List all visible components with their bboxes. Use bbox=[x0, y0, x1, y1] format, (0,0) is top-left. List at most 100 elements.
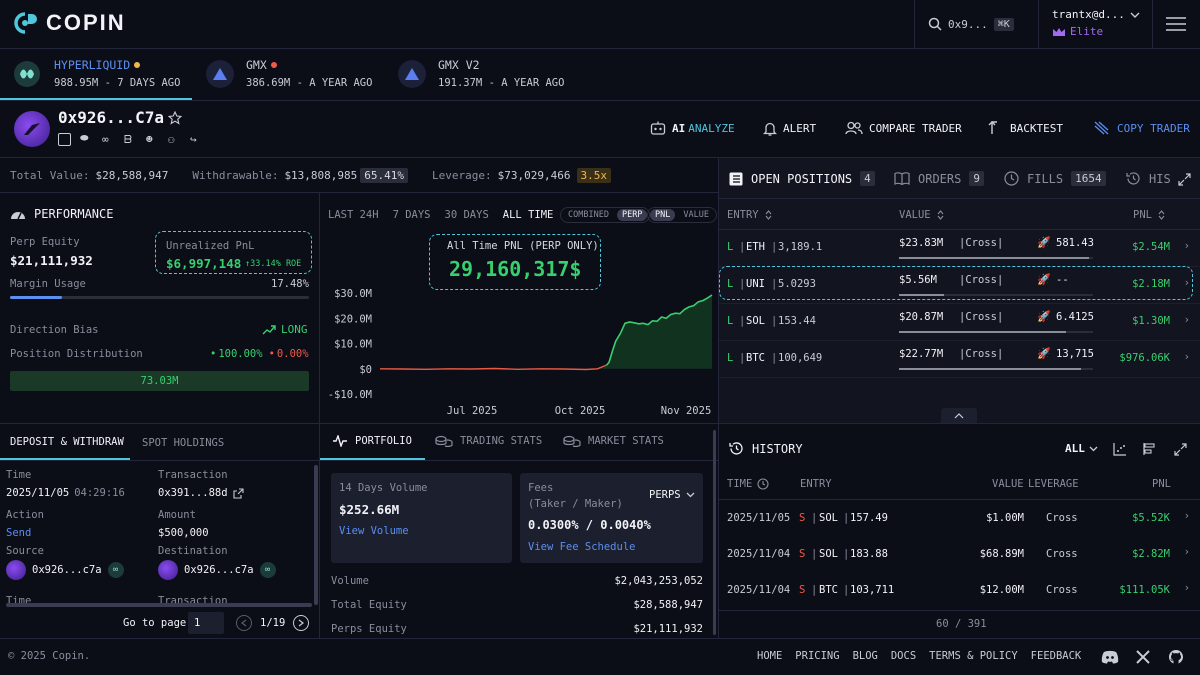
position-row[interactable]: L | UNI | 5.0293 $5.56M |Cross| 🚀 -- $2.18M › bbox=[719, 267, 1200, 304]
mode-toggle[interactable]: COMBINED PERP bbox=[560, 207, 651, 223]
horizontal-scrollbar[interactable] bbox=[6, 603, 312, 607]
col-entry-header[interactable]: ENTRY bbox=[727, 209, 772, 221]
col-time-header[interactable]: TIME bbox=[727, 478, 769, 490]
tab-history[interactable]: HIS bbox=[1126, 171, 1171, 186]
chevron-right-icon[interactable]: › bbox=[1183, 582, 1190, 594]
history-title: HISTORY bbox=[752, 441, 803, 456]
view-volume-link[interactable]: View Volume bbox=[339, 525, 409, 537]
tab-portfolio[interactable]: PORTFOLIO bbox=[320, 424, 425, 460]
footer-link-pricing[interactable]: PRICING bbox=[795, 650, 840, 662]
user-menu[interactable]: trantx@d... Elite bbox=[1052, 8, 1142, 42]
tab-open-positions[interactable]: OPEN POSITIONS 4 bbox=[729, 171, 875, 186]
chevron-right-icon[interactable]: › bbox=[1183, 240, 1190, 252]
source-address[interactable]: 0x926...c7a bbox=[32, 564, 102, 576]
expand-icon[interactable] bbox=[1171, 440, 1189, 458]
external-link-icon[interactable] bbox=[232, 487, 244, 499]
scrollbar[interactable] bbox=[314, 465, 318, 605]
range-tab-24h[interactable]: LAST 24H bbox=[328, 209, 379, 221]
footer-link-docs[interactable]: DOCS bbox=[890, 650, 917, 662]
chevron-right-icon[interactable]: › bbox=[1183, 546, 1190, 558]
pnl-chart[interactable]: $30.0M $20.0M $10.0M $0 -$10.0M Jul 2025 Oct 2… bbox=[320, 281, 718, 421]
range-tab-30d[interactable]: 30 DAYS bbox=[444, 209, 489, 221]
view-fee-schedule-link[interactable]: View Fee Schedule bbox=[528, 541, 636, 553]
history-filter-value: ALL bbox=[1065, 442, 1085, 455]
favorite-star-icon[interactable] bbox=[166, 109, 184, 127]
copy-icon[interactable] bbox=[58, 133, 71, 146]
chevron-right-icon[interactable]: › bbox=[1183, 277, 1190, 289]
transaction-hash[interactable]: 0x391...88d bbox=[158, 487, 228, 499]
tab-orders[interactable]: ORDERS 9 bbox=[894, 171, 984, 186]
source-label: Source bbox=[6, 545, 44, 557]
volume-label: 14 Days Volume bbox=[339, 482, 428, 494]
copin-logo-icon[interactable] bbox=[12, 10, 42, 36]
explorer-icon[interactable]: ᗷ bbox=[124, 133, 132, 146]
exchange-stat: 386.69M - A YEAR AGO bbox=[246, 77, 373, 89]
position-value-fill bbox=[899, 257, 1090, 259]
backtest-button[interactable]: BACKTEST bbox=[988, 121, 1063, 135]
col-pnl-header[interactable]: PNL bbox=[1133, 209, 1165, 221]
position-row[interactable]: L | SOL | 153.44 $20.87M |Cross| 🚀 6.4125 $1.30M › bbox=[719, 304, 1200, 341]
position-row[interactable]: L | ETH | 3,189.1 $23.83M |Cross| 🚀 581.43 $2.54M… bbox=[719, 230, 1200, 267]
history-entry: 157.49 bbox=[850, 512, 888, 524]
prev-page-icon[interactable] bbox=[236, 615, 252, 631]
mode-perp[interactable]: PERP bbox=[616, 209, 648, 221]
metric-toggle[interactable]: PNL VALUE bbox=[647, 207, 717, 223]
col-value-header[interactable]: VALUE bbox=[899, 209, 944, 221]
position-coin: SOL bbox=[746, 315, 765, 327]
ai-analyze-button[interactable]: AI ANALYZE bbox=[650, 121, 735, 135]
exchange-tab-gmx[interactable]: GMX 386.69M - A YEAR AGO bbox=[200, 49, 385, 100]
action-value: Send bbox=[6, 527, 32, 539]
history-row[interactable]: 2025/11/04 S | SOL | 183.88 $68.89M Cross $2.82M… bbox=[719, 536, 1200, 572]
infinity-icon[interactable]: ∞ bbox=[102, 133, 109, 146]
trader-address[interactable]: 0x926...C7a bbox=[58, 108, 164, 127]
chevron-right-icon[interactable]: › bbox=[1183, 351, 1190, 363]
tab-spot-holdings[interactable]: SPOT HOLDINGS bbox=[142, 436, 224, 449]
footer-link-blog[interactable]: BLOG bbox=[852, 650, 878, 662]
history-row[interactable]: 2025/11/04 S | BTC | 103,711 $12.00M Cross $111.… bbox=[719, 572, 1200, 608]
range-tab-7d[interactable]: 7 DAYS bbox=[392, 209, 431, 221]
exchange-tab-gmx-v2[interactable]: GMX V2 191.37M - A YEAR AGO bbox=[392, 49, 582, 100]
exchange-tab-hyperliquid[interactable]: HYPERLIQUID 988.95M - 7 DAYS AGO bbox=[0, 49, 192, 100]
fees-market-select[interactable]: PERPS bbox=[649, 489, 695, 501]
copy-trader-button[interactable]: COPY TRADER bbox=[1094, 121, 1190, 135]
col-pnl-label: PNL bbox=[1133, 209, 1152, 221]
global-search[interactable]: 0x9... ⌘K bbox=[928, 14, 1028, 34]
x-twitter-icon[interactable] bbox=[1133, 648, 1153, 666]
hamburger-menu-icon[interactable] bbox=[1162, 12, 1190, 36]
page-input[interactable]: 1 bbox=[188, 612, 224, 634]
alert-button[interactable]: ALERT bbox=[763, 121, 816, 136]
bar-chart-icon[interactable] bbox=[1141, 440, 1159, 458]
mode-combined[interactable]: COMBINED bbox=[568, 210, 609, 220]
hyperliquid-link-icon[interactable]: ⬬ bbox=[80, 133, 89, 144]
hypurrscan-icon[interactable]: ☻ bbox=[146, 133, 153, 146]
metric-value[interactable]: VALUE bbox=[683, 210, 709, 220]
expand-icon[interactable] bbox=[1175, 170, 1193, 188]
collapse-handle[interactable] bbox=[941, 408, 977, 423]
vertical-scrollbar[interactable] bbox=[713, 430, 716, 635]
position-row[interactable]: L | BTC | 100,649 $22.77M |Cross| 🚀 13,715 $976.0… bbox=[719, 341, 1200, 378]
bot-icon[interactable]: ⚇ bbox=[168, 133, 175, 146]
tab-fills[interactable]: FILLS 1654 bbox=[1004, 171, 1106, 186]
metric-pnl[interactable]: PNL bbox=[650, 209, 676, 221]
history-row[interactable]: 2025/11/05 S | SOL | 157.49 $1.00M Cross $5.52K › bbox=[719, 500, 1200, 536]
tab-deposit-withdraw[interactable]: DEPOSIT & WITHDRAW bbox=[0, 424, 130, 460]
left-tabs: DEPOSIT & WITHDRAW SPOT HOLDINGS bbox=[0, 424, 319, 460]
tab-trading-stats[interactable]: TRADING STATS bbox=[435, 435, 542, 447]
footer-link-terms[interactable]: TERMS & POLICY bbox=[929, 650, 1018, 662]
discord-icon[interactable] bbox=[1100, 648, 1120, 666]
chevron-right-icon[interactable]: › bbox=[1183, 510, 1190, 522]
compare-trader-button[interactable]: COMPARE TRADER bbox=[845, 121, 962, 135]
robot-icon bbox=[650, 121, 666, 135]
github-icon[interactable] bbox=[1166, 647, 1186, 667]
chevron-right-icon[interactable]: › bbox=[1183, 314, 1190, 326]
share-icon[interactable]: ↪ bbox=[190, 133, 197, 146]
history-filter-select[interactable]: ALL bbox=[1065, 442, 1098, 455]
scatter-chart-icon[interactable] bbox=[1111, 440, 1129, 458]
next-page-icon[interactable] bbox=[293, 615, 309, 631]
footer-link-feedback[interactable]: FEEDBACK bbox=[1030, 650, 1082, 662]
footer-link-home[interactable]: HOME bbox=[757, 650, 783, 662]
destination-address[interactable]: 0x926...c7a bbox=[184, 564, 254, 576]
range-tab-all[interactable]: ALL TIME bbox=[502, 209, 554, 221]
tab-market-stats[interactable]: MARKET STATS bbox=[563, 435, 664, 447]
dist-long-dot: • bbox=[210, 348, 217, 360]
